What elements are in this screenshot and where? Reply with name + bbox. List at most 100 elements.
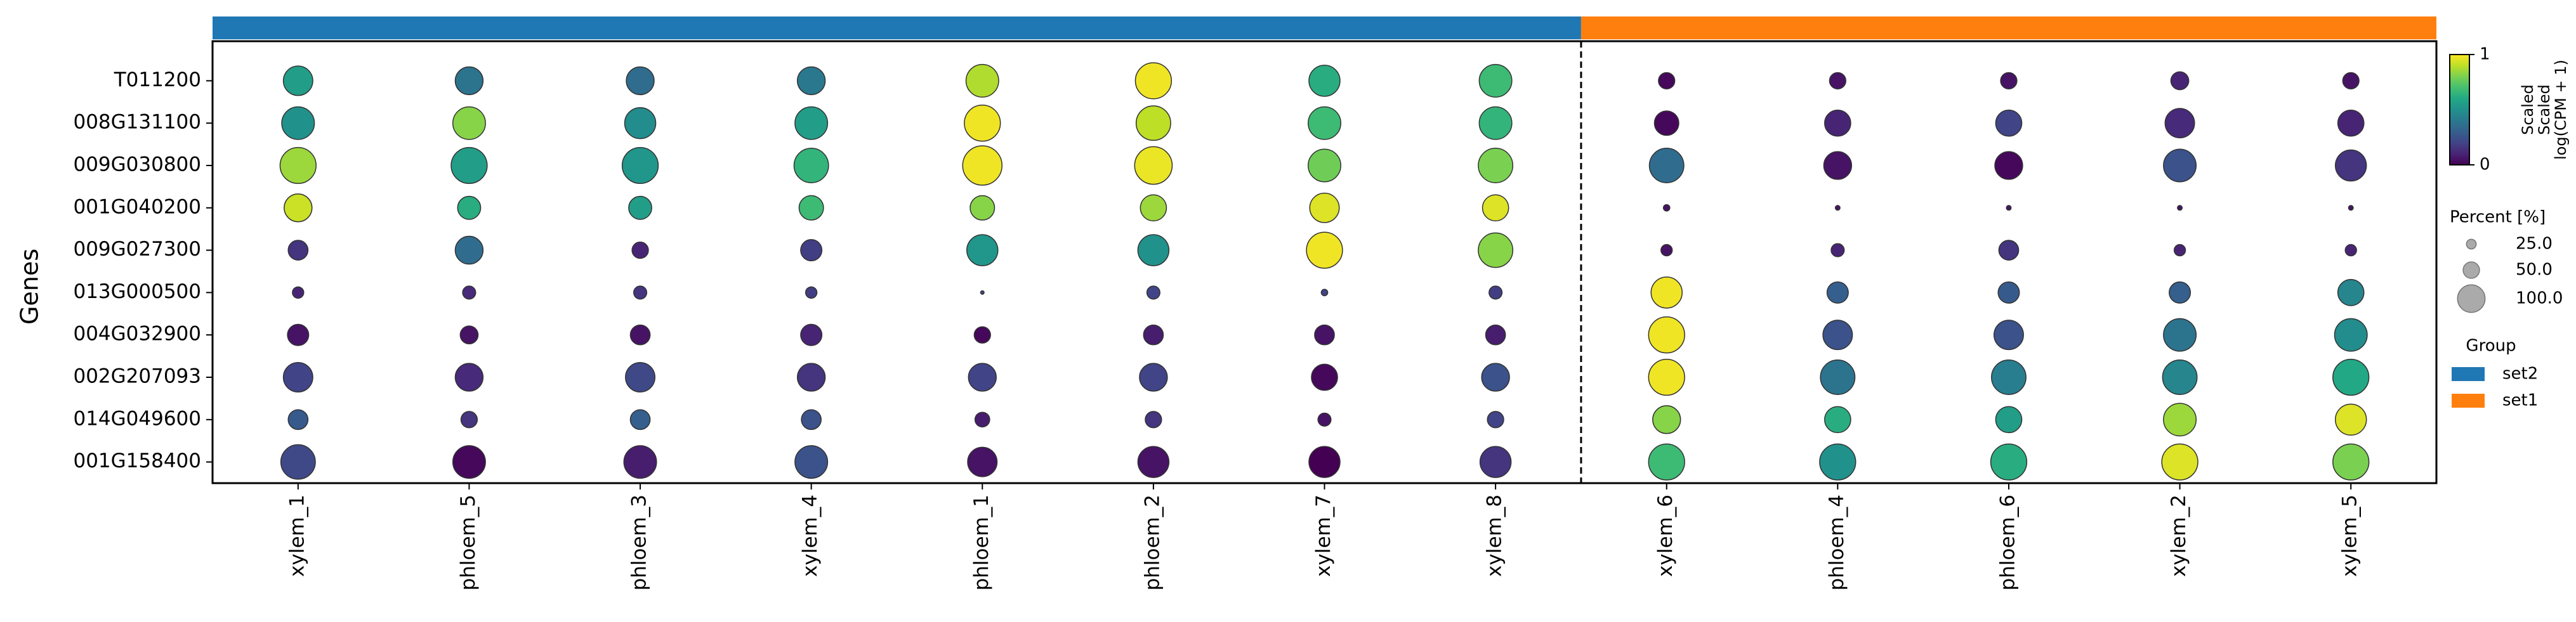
dot [2342, 72, 2360, 90]
dot [633, 285, 648, 300]
dot [965, 63, 999, 98]
y-axis-label: Genes [16, 249, 44, 325]
dot [454, 235, 484, 265]
y-tick-label: 009G030800 [73, 153, 201, 176]
dot [2177, 205, 2183, 211]
size-legend-dot [2457, 284, 2486, 313]
dot [1309, 192, 1340, 223]
size-legend-dot [2462, 261, 2480, 279]
dot [454, 66, 484, 96]
dot [1995, 109, 2023, 137]
size-legend-label: 100.0 [2516, 289, 2563, 308]
dot [1140, 194, 1167, 222]
dot [1658, 72, 1676, 90]
dot [1311, 363, 1338, 391]
dot [964, 105, 1001, 142]
dot [1662, 204, 1671, 212]
dot [1819, 443, 1856, 481]
y-tick-label: 013G000500 [73, 280, 201, 303]
dot [1135, 105, 1171, 141]
dot [2337, 109, 2365, 137]
dot [1145, 411, 1162, 429]
colorbar-label: Scaled [2535, 84, 2553, 135]
dot [794, 106, 829, 140]
dot [1653, 110, 1679, 136]
dot [968, 363, 997, 392]
dot [2344, 243, 2357, 257]
y-tick-label: 009G027300 [73, 238, 201, 261]
dot [2163, 318, 2197, 352]
dot [2332, 358, 2370, 396]
group-legend-label: set2 [2502, 365, 2538, 384]
dot [1822, 320, 1853, 351]
colorbar-tick-label: 1 [2480, 45, 2490, 64]
dot [793, 148, 829, 183]
dot [2162, 360, 2198, 395]
x-tick-label: xylem_8 [1483, 495, 1506, 577]
dot [460, 411, 478, 429]
colorbar-label: log(CPM + 1) [2552, 60, 2570, 160]
dot [1134, 146, 1173, 185]
dot [1998, 240, 2020, 261]
x-tick-label: phloem_6 [1996, 495, 2019, 590]
size-legend-label: 25.0 [2516, 235, 2553, 254]
x-tick-label: phloem_4 [1825, 495, 1848, 590]
group-bar [213, 16, 1581, 39]
dot [1478, 232, 1514, 268]
dot [1134, 62, 1173, 100]
x-tick-label: phloem_3 [628, 495, 651, 590]
dot [282, 362, 313, 392]
dot [969, 195, 996, 221]
group-bar [1580, 16, 2436, 39]
x-tick-label: phloem_1 [970, 495, 993, 590]
dot [1823, 151, 1853, 180]
dot [2169, 281, 2192, 304]
dot [2163, 403, 2197, 437]
dot [1829, 72, 1846, 90]
size-legend-dot [2466, 238, 2477, 250]
x-tick-label: xylem_7 [1312, 495, 1335, 577]
dot [2170, 71, 2190, 91]
dot [624, 107, 657, 139]
dot [628, 195, 652, 220]
dot [798, 195, 824, 221]
dot [1308, 148, 1341, 183]
dot [801, 409, 822, 431]
dot [1648, 148, 1685, 183]
dot [1485, 324, 1506, 346]
y-tick-label: 014G049600 [73, 407, 201, 430]
dot [1824, 406, 1851, 434]
dot [805, 286, 818, 299]
y-tick-label: T011200 [114, 68, 201, 91]
group-legend-swatch [2452, 367, 2485, 381]
dot [796, 66, 826, 96]
x-tick-label: xylem_5 [2339, 495, 2362, 577]
y-tick-label: 001G040200 [73, 195, 201, 218]
dot [282, 65, 313, 96]
x-tick-label: xylem_4 [799, 495, 822, 577]
dot [1137, 234, 1170, 266]
dot [1306, 231, 1343, 269]
dot [631, 241, 649, 259]
dot [287, 240, 309, 261]
dot [1487, 411, 1504, 429]
dot [1146, 285, 1160, 300]
dot [974, 411, 990, 428]
x-tick-label: xylem_2 [2167, 495, 2190, 577]
dot [1820, 360, 1856, 395]
dot [800, 323, 823, 346]
dot [796, 363, 826, 392]
dot [1648, 358, 1685, 396]
dot [621, 146, 659, 185]
dot [962, 145, 1003, 186]
dot [966, 234, 999, 266]
dot [454, 363, 484, 392]
x-tick-label: phloem_2 [1141, 495, 1164, 590]
size-legend-label: 50.0 [2516, 261, 2553, 280]
dot [1652, 405, 1681, 434]
dot [287, 409, 309, 431]
dot [1990, 443, 2028, 481]
dot [1308, 106, 1341, 140]
